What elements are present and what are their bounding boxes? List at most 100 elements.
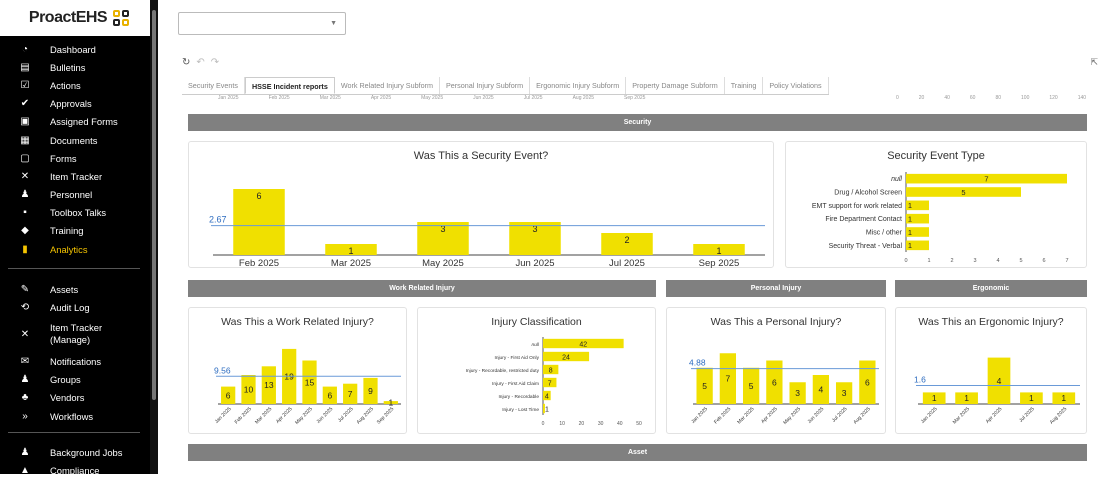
ergonomic-injury-chart[interactable]: 1 Jan 2025 1 Mar 2025 4 Apr 2025 1 Jul 2025 1 Aug… [896, 308, 1088, 435]
bar[interactable] [922, 392, 946, 404]
tab-personal-injury-subform[interactable]: Personal Injury Subform [440, 77, 531, 94]
reset-icon[interactable]: ↻ [182, 57, 197, 68]
x-tick-label: Feb 2025 [713, 406, 732, 425]
x-tick-label: 10 [559, 421, 565, 427]
y-tick-label: Misc / other [866, 230, 903, 237]
sidebar-item-audit-log[interactable]: ⟲ Audit Log [0, 298, 150, 316]
bar[interactable] [601, 233, 653, 255]
bar[interactable] [906, 240, 929, 251]
sidebar-item-workflows[interactable]: » Workflows [0, 407, 150, 425]
sidebar-item-label: Actions [50, 79, 81, 91]
axis-tick-label: 100 [1021, 95, 1030, 101]
bar[interactable] [543, 390, 551, 401]
personal-injury-chart[interactable]: 5 Jan 2025 7 Feb 2025 5 Mar 2025 6 Apr 2025 3 May… [667, 308, 887, 435]
sidebar-item-groups[interactable]: ♟ Groups [0, 371, 150, 389]
sidebar-scrollbar[interactable] [150, 0, 158, 474]
bar[interactable] [261, 366, 276, 404]
tab-policy-violations[interactable]: Policy Violations [763, 77, 829, 94]
security-event-chart[interactable]: 6 Feb 2025 1 Mar 2025 3 May 2025 3 Jun 2025 2 Jul… [189, 142, 775, 269]
work-related-injury-chart[interactable]: 6 Jan 2025 10 Feb 2025 13 Mar 2025 1 9 Apr 2025 1… [189, 308, 408, 435]
security-event-type-chart[interactable]: null 7 Drug / Alcohol Screen 5 EMT support f… [786, 142, 1088, 269]
expand-icon[interactable]: ⇱ [1090, 57, 1098, 67]
bar[interactable] [322, 386, 337, 404]
bar[interactable] [766, 360, 783, 405]
nav-divider [8, 432, 140, 433]
scrollbar-thumb[interactable] [152, 10, 156, 400]
data-label: 1 [716, 246, 721, 256]
tab-training[interactable]: Training [725, 77, 764, 94]
y-tick-label: null [891, 176, 902, 183]
axis-tick-label: May 2025 [421, 95, 444, 101]
sidebar-item-vendors[interactable]: ♣ Vendors [0, 389, 150, 407]
sidebar-item-dashboard[interactable]: ◔ Dashboard [0, 40, 150, 58]
bar[interactable] [343, 383, 358, 404]
sidebar-item-actions[interactable]: ☑ Actions [0, 76, 150, 94]
sidebar-item-notifications[interactable]: ✉ Notifications [0, 352, 150, 370]
bar[interactable] [742, 367, 760, 404]
sidebar-item-item-tracker[interactable]: ✕ Item Tracker [0, 167, 150, 185]
bar[interactable] [906, 213, 929, 224]
bar[interactable] [693, 244, 745, 255]
dashboard-filter-select[interactable]: ▼ [178, 12, 346, 35]
injury-classification-chart[interactable]: null 42 Injury - First Aid Only 24 Injury - … [418, 308, 657, 435]
bar[interactable] [543, 403, 545, 414]
bar[interactable] [363, 377, 378, 404]
sidebar-item-background-jobs[interactable]: ♟ Background Jobs [0, 443, 150, 461]
bar[interactable] [719, 353, 737, 404]
bar[interactable] [302, 360, 317, 405]
data-label: 1 [908, 228, 912, 237]
bar[interactable] [1052, 392, 1076, 404]
tab-work-related-injury-subform[interactable]: Work Related Injury Subform [335, 77, 440, 94]
sidebar-item-documents[interactable]: ▦ Documents [0, 131, 150, 149]
redo-icon[interactable]: ↷ [210, 57, 226, 68]
bar[interactable] [859, 360, 876, 405]
sidebar-item-personnel[interactable]: ♟ Personnel [0, 186, 150, 204]
sidebar-item-bulletins[interactable]: ▤ Bulletins [0, 58, 150, 76]
data-label: 8 [549, 367, 553, 374]
bar[interactable] [1020, 392, 1043, 404]
bar[interactable] [906, 173, 1067, 184]
tab-hsse-incident-reports[interactable]: HSSE Incident reports [244, 77, 335, 94]
bar[interactable] [906, 200, 929, 211]
sidebar-item-analytics[interactable]: ▮ Analytics [0, 240, 150, 258]
bar[interactable] [906, 227, 929, 237]
sidebar-item-training[interactable]: ◆ Training [0, 222, 150, 240]
sidebar-item-toolbox-talks[interactable]: ▪ Toolbox Talks [0, 204, 150, 222]
bar[interactable] [543, 377, 557, 388]
x-tick-label: 3 [973, 258, 976, 264]
bar[interactable] [233, 189, 285, 255]
bar[interactable] [906, 187, 1021, 197]
sidebar-item-approvals[interactable]: ✔ Approvals [0, 95, 150, 113]
x-tick-label: Feb 2025 [239, 258, 279, 269]
bar[interactable] [696, 367, 713, 404]
bar[interactable] [221, 386, 236, 404]
sidebar-item-item-tracker-manage[interactable]: ✕ Item Tracker (Manage) [0, 316, 150, 352]
tab-property-damage-subform[interactable]: Property Damage Subform [626, 77, 725, 94]
tab-security-events[interactable]: Security Events [182, 77, 245, 94]
bar[interactable] [543, 351, 590, 362]
bar[interactable] [509, 222, 561, 255]
axis-tick-label: Mar 2025 [319, 95, 341, 101]
bar[interactable] [835, 382, 853, 404]
sidebar-item-compliance[interactable]: ▲ Compliance [0, 461, 150, 479]
bar[interactable] [789, 382, 806, 404]
bar[interactable] [955, 392, 978, 404]
bar[interactable] [543, 364, 559, 375]
brand-logo[interactable]: ProactEHS [0, 0, 158, 36]
sidebar-item-assigned-forms[interactable]: ▣ Assigned Forms [0, 113, 150, 131]
sidebar-item-forms[interactable]: ▢ Forms [0, 149, 150, 167]
bar[interactable] [812, 375, 830, 404]
bar[interactable] [325, 244, 377, 255]
bar[interactable] [417, 222, 469, 255]
tab-ergonomic-injury-subform[interactable]: Ergonomic Injury Subform [530, 77, 627, 94]
bar[interactable] [543, 338, 624, 349]
undo-icon[interactable]: ↶ [196, 57, 211, 68]
bar[interactable] [383, 401, 398, 404]
x-tick-label: Aug 2025 [852, 406, 872, 426]
sidebar-item-label: Personnel [50, 189, 93, 201]
x-tick-label: Mar 2025 [331, 258, 371, 269]
bar[interactable] [987, 357, 1011, 404]
reference-label: 2.67 [209, 215, 227, 225]
sidebar-item-assets[interactable]: ✎ Assets [0, 280, 150, 298]
bar[interactable] [241, 375, 256, 404]
